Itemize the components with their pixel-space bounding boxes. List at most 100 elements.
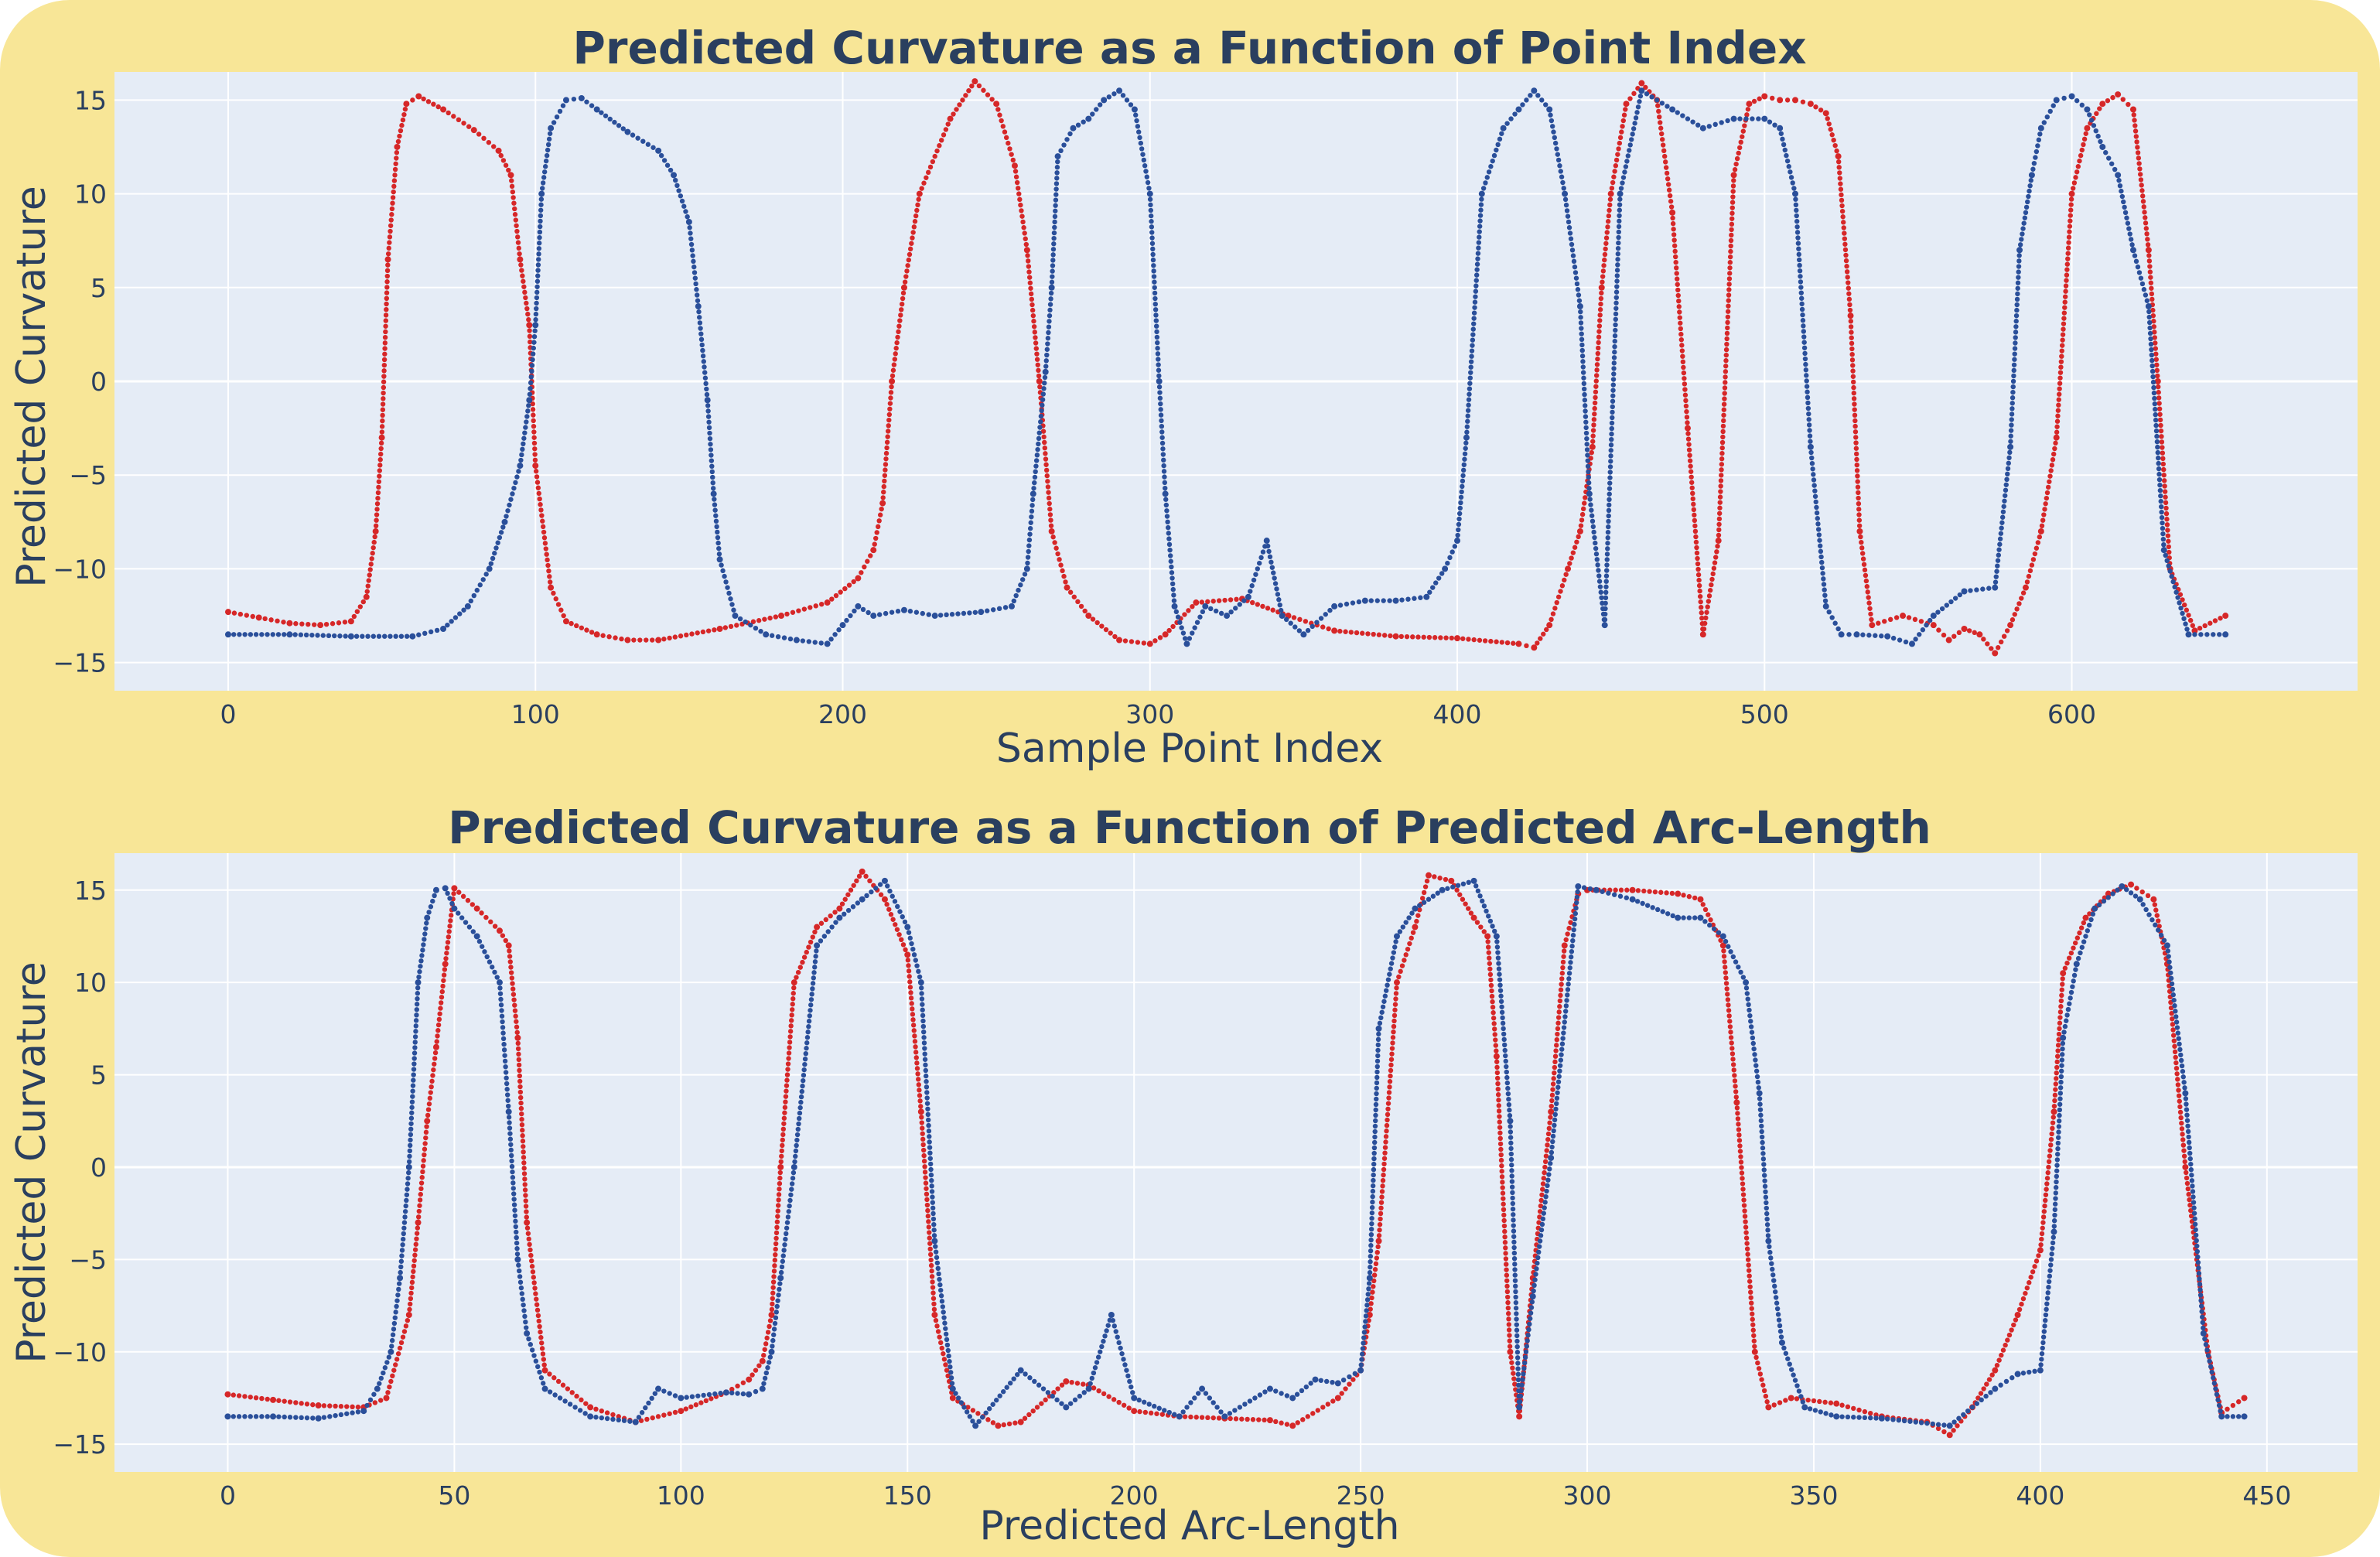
data-point <box>2010 384 2016 390</box>
data-point <box>1677 315 1682 320</box>
data-point <box>1798 279 1804 285</box>
data-point <box>2059 1052 2065 1057</box>
data-point <box>914 1060 920 1066</box>
data-point <box>524 1325 529 1330</box>
data-point <box>1149 235 1155 241</box>
data-point <box>1927 617 1933 623</box>
data-point <box>1419 896 1426 901</box>
data-point <box>1050 534 1056 540</box>
data-point <box>1273 1419 1279 1425</box>
data-point <box>1048 296 1053 302</box>
data-point <box>1363 1313 1369 1319</box>
data-point <box>1486 169 1492 175</box>
data-point <box>565 1386 571 1391</box>
data-point <box>529 1347 535 1353</box>
data-point <box>842 586 848 592</box>
data-point <box>513 1013 518 1019</box>
data-point <box>1552 1122 1557 1128</box>
data-point <box>1984 1381 1989 1387</box>
data-point <box>2057 386 2062 391</box>
data-point <box>522 1176 528 1182</box>
data-point <box>533 311 539 317</box>
data-point <box>2103 150 2109 155</box>
data-point <box>1576 534 1581 540</box>
data-point <box>1508 1151 1514 1157</box>
data-point <box>544 152 550 159</box>
data-point <box>336 620 342 626</box>
data-point <box>579 625 585 630</box>
data-point <box>1484 908 1489 914</box>
data-point <box>1494 1059 1500 1064</box>
data-point <box>2091 123 2097 128</box>
data-point <box>1580 370 1586 375</box>
data-point <box>976 83 982 89</box>
data-point <box>236 1414 242 1419</box>
data-point <box>2195 1259 2201 1265</box>
data-point <box>2014 296 2020 302</box>
data-point <box>1562 1019 1567 1025</box>
data-point <box>1575 287 1581 292</box>
data-point <box>729 1390 735 1396</box>
data-point <box>1508 1129 1514 1135</box>
data-point <box>2133 258 2139 265</box>
data-point <box>1724 330 1730 336</box>
data-point <box>810 934 815 940</box>
data-point <box>2178 1115 2184 1121</box>
data-point <box>1187 636 1193 641</box>
data-point <box>1593 389 1599 394</box>
data-point <box>537 234 542 241</box>
data-point <box>777 1163 784 1170</box>
data-point <box>1584 442 1590 447</box>
data-point <box>1053 208 1058 213</box>
data-point <box>1750 1040 1756 1047</box>
data-point <box>1554 1101 1559 1107</box>
data-point <box>1763 1393 1769 1399</box>
data-point <box>2175 595 2180 600</box>
data-point <box>1447 555 1453 561</box>
data-point <box>1854 462 1859 468</box>
data-point <box>1036 1382 1042 1388</box>
data-point <box>854 878 859 884</box>
data-point <box>1851 384 1856 391</box>
data-point <box>2157 411 2163 417</box>
data-point <box>1499 1169 1504 1174</box>
data-point <box>1607 469 1613 475</box>
data-point <box>1038 413 1044 419</box>
data-point <box>419 1175 425 1180</box>
data-point <box>1042 381 1047 386</box>
data-point <box>1487 961 1493 966</box>
data-point <box>1095 1354 1101 1360</box>
data-point <box>1091 1370 1097 1376</box>
data-point <box>2036 137 2042 143</box>
data-point <box>439 1000 444 1006</box>
data-point <box>2056 397 2061 402</box>
data-point <box>2184 1180 2190 1187</box>
data-point <box>1774 1300 1780 1306</box>
data-point <box>2152 395 2157 401</box>
data-point <box>923 1180 929 1186</box>
data-point <box>1740 975 1747 980</box>
data-point <box>2037 131 2043 137</box>
data-point <box>1170 575 1175 581</box>
data-point <box>2149 352 2155 358</box>
data-point <box>531 418 536 424</box>
data-point <box>1563 1003 1569 1009</box>
data-point <box>1740 128 1746 134</box>
data-point <box>1996 1357 2002 1363</box>
data-point <box>1153 318 1159 323</box>
data-point <box>955 611 961 616</box>
data-point <box>528 1252 534 1258</box>
data-point <box>1505 1299 1511 1306</box>
data-point <box>412 1040 418 1045</box>
data-point <box>1703 615 1709 621</box>
data-point <box>1276 597 1282 603</box>
data-point <box>2065 245 2071 251</box>
data-point <box>2044 495 2050 501</box>
data-point <box>490 965 495 970</box>
data-point <box>655 1414 661 1419</box>
data-point <box>927 1241 933 1246</box>
data-point <box>1490 1004 1496 1010</box>
data-point <box>1566 982 1571 987</box>
data-point <box>430 898 435 904</box>
data-point <box>1450 549 1455 555</box>
